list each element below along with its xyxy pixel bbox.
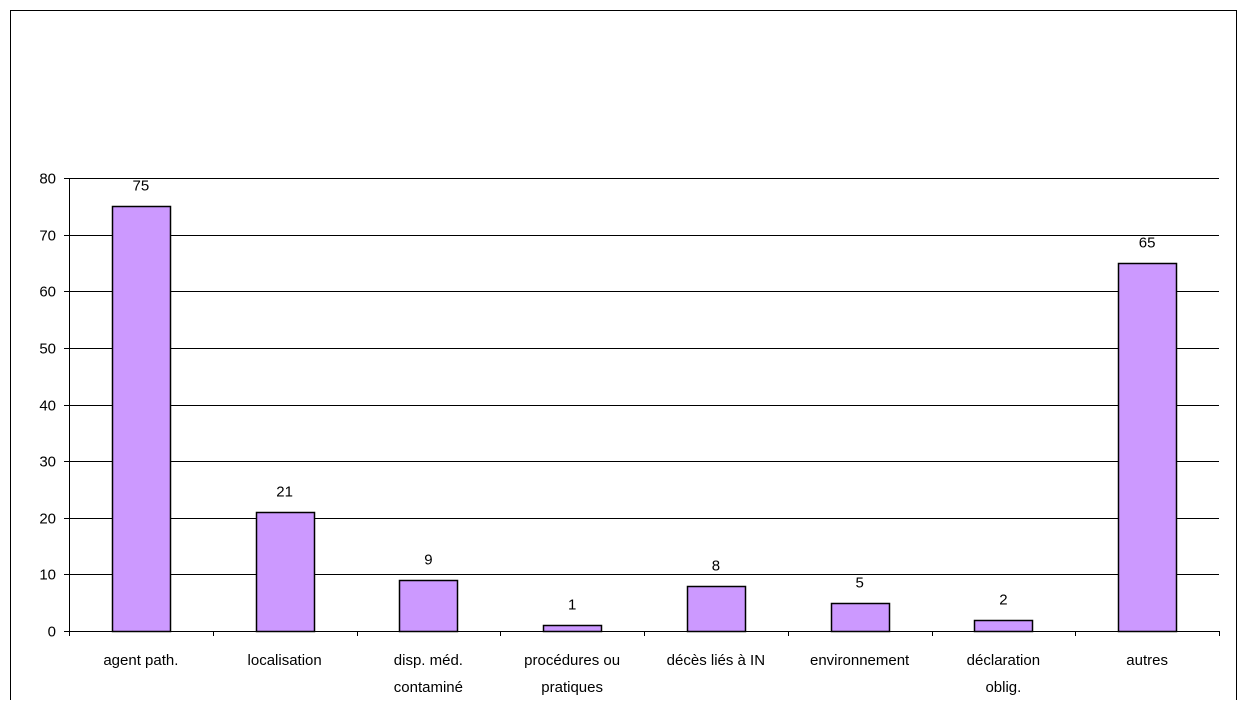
category-label: environnement xyxy=(810,652,910,669)
data-label: 21 xyxy=(276,484,293,501)
y-tick-label: 50 xyxy=(39,341,56,358)
y-tick-label: 20 xyxy=(39,511,56,528)
category-label: oblig. xyxy=(985,679,1021,696)
data-label: 2 xyxy=(999,592,1007,609)
y-tick-label: 30 xyxy=(39,454,56,471)
data-label: 9 xyxy=(424,552,432,569)
data-label: 75 xyxy=(133,178,150,195)
category-label: procédures ou xyxy=(524,652,620,669)
data-label: 8 xyxy=(712,558,720,575)
bar xyxy=(255,511,316,633)
chart-frame xyxy=(10,10,1237,700)
category-label: contaminé xyxy=(394,679,463,696)
category-label: disp. méd. xyxy=(394,652,463,669)
category-label: agent path. xyxy=(103,652,178,669)
category-label: déclaration xyxy=(967,652,1040,669)
category-label: pratiques xyxy=(541,679,603,696)
data-label: 65 xyxy=(1139,235,1156,252)
data-label: 5 xyxy=(855,575,863,592)
y-tick-label: 10 xyxy=(39,567,56,584)
bar xyxy=(1117,262,1178,633)
y-tick-label: 60 xyxy=(39,284,56,301)
category-label: décès liés à IN xyxy=(667,652,765,669)
category-label: autres xyxy=(1126,652,1168,669)
y-tick-label: 80 xyxy=(39,171,56,188)
bars xyxy=(111,205,1178,633)
bar xyxy=(542,624,603,633)
y-tick-label: 40 xyxy=(39,398,56,415)
bar xyxy=(830,602,891,633)
bar xyxy=(398,579,459,633)
bar xyxy=(973,619,1034,633)
y-tick-label: 0 xyxy=(48,624,56,641)
category-label: localisation xyxy=(248,652,322,669)
data-label: 1 xyxy=(568,597,576,614)
gridlines xyxy=(69,178,1219,575)
axes xyxy=(64,178,1220,636)
bar xyxy=(111,205,172,633)
bar xyxy=(686,585,747,633)
y-tick-label: 70 xyxy=(39,228,56,245)
